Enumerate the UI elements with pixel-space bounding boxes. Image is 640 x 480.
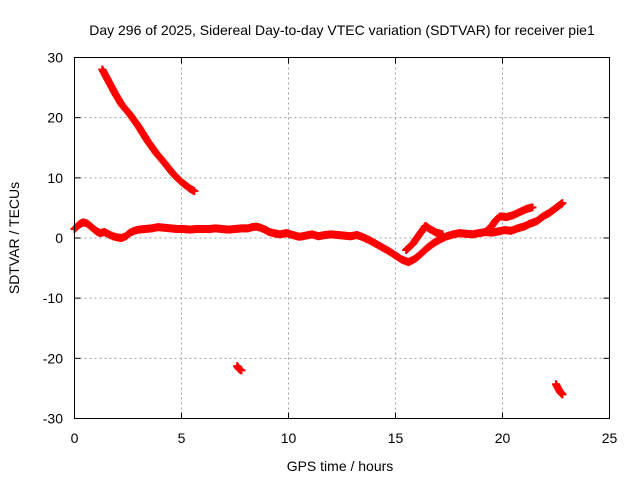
data-point-main-track (72, 222, 81, 231)
data-point-isolated-low-22h (558, 390, 567, 399)
x-tick-label: 25 (602, 430, 618, 446)
data-point-upper-track (190, 187, 199, 196)
data-point-branch-19h (485, 223, 494, 232)
data-point-branch-16h (407, 241, 416, 250)
y-axis-label: SDTVAR / TECUs (6, 182, 22, 294)
data-point-branch-19h (482, 226, 491, 235)
data-point-branch-19h (481, 227, 490, 236)
data-point-upper-track (176, 176, 185, 185)
data-point-upper-track (173, 173, 182, 182)
data-point-branch-19h (528, 203, 537, 212)
x-tick-label: 10 (281, 430, 297, 446)
data-point-branch-19h (484, 224, 493, 233)
data-point-main-track (558, 199, 567, 208)
data-point-main-track (422, 244, 431, 253)
y-tick-label: 0 (55, 230, 63, 246)
y-tick-label: -10 (43, 290, 63, 306)
data-point-main-track (420, 246, 429, 255)
data-point-branch-16h (406, 242, 415, 251)
x-tick-label: 5 (178, 430, 186, 446)
data-point-main-track (421, 245, 430, 254)
data-point-branch-16h (404, 244, 413, 253)
data-point-branch-16h (403, 245, 412, 254)
grid-lines (74, 57, 610, 419)
data-marks (70, 65, 567, 399)
data-point-branch-19h (486, 222, 495, 231)
data-point-main-track (419, 247, 428, 256)
plot-frame (74, 57, 610, 419)
data-point-main-track (73, 221, 82, 230)
data-point-upper-track (171, 171, 180, 180)
y-tick-label: 10 (47, 170, 63, 186)
data-point-main-track (71, 223, 80, 232)
y-tick-label: -30 (43, 411, 63, 427)
data-point-upper-track (175, 175, 184, 184)
x-axis-label: GPS time / hours (287, 458, 394, 474)
data-point-branch-16h (402, 246, 411, 255)
chart-title: Day 296 of 2025, Sidereal Day-to-day VTE… (89, 22, 595, 38)
data-point-upper-track (168, 169, 177, 178)
x-tick-label: 15 (388, 430, 404, 446)
data-point-branch-19h (483, 225, 492, 234)
y-tick-label: -20 (43, 350, 63, 366)
data-point-upper-track (170, 170, 179, 179)
y-tick-label: 30 (47, 50, 63, 66)
data-point-upper-track (172, 172, 181, 181)
data-point-upper-track (174, 174, 183, 183)
data-point-branch-16h (438, 230, 447, 239)
data-point-main-track (417, 249, 426, 258)
data-point-main-track (418, 248, 427, 257)
data-point-branch-16h (405, 243, 414, 252)
data-point-isolated-low-8h (237, 366, 246, 375)
y-tick-label: 20 (47, 110, 63, 126)
x-tick-label: 0 (71, 430, 79, 446)
x-tick-label: 20 (495, 430, 511, 446)
